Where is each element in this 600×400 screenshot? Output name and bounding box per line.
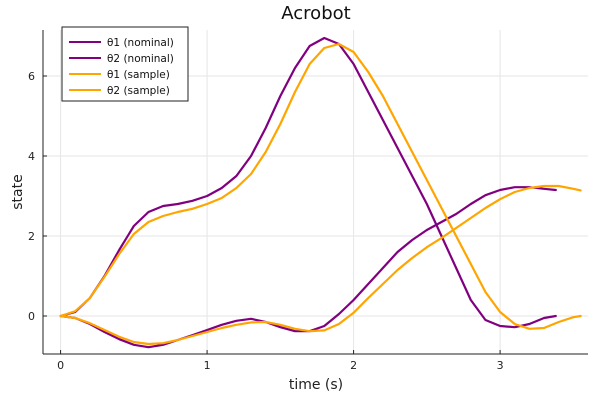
- x-axis-title: time (s): [289, 377, 343, 393]
- legend-label: θ2 (nominal): [107, 53, 174, 65]
- x-tick-label: 2: [350, 359, 357, 372]
- y-axis-title: state: [10, 174, 26, 209]
- x-tick-label: 0: [57, 359, 64, 372]
- legend-label: θ1 (sample): [107, 69, 170, 81]
- y-tick-label: 2: [28, 230, 35, 243]
- series-line-3: [59, 42, 582, 330]
- y-tick-label: 4: [28, 150, 35, 163]
- axes: [42, 30, 588, 355]
- legend-label: θ1 (nominal): [107, 37, 174, 49]
- x-tick-label: 1: [204, 359, 211, 372]
- y-tick-label: 0: [28, 310, 35, 323]
- x-tick-label: 3: [497, 359, 504, 372]
- y-tick-label: 6: [28, 70, 35, 83]
- legend: θ1 (nominal) θ2 (nominal) θ1 (sample) θ2 (s…: [61, 26, 189, 102]
- chart-title: Acrobot: [281, 3, 350, 24]
- tick-labels: 0 1 2 3 0 2 4 6: [28, 70, 504, 372]
- series-line-4: [59, 184, 582, 346]
- legend-label: θ2 (sample): [107, 85, 170, 97]
- series-line-1: [59, 36, 557, 329]
- legend-box: [61, 26, 189, 102]
- series-lines: [59, 36, 582, 349]
